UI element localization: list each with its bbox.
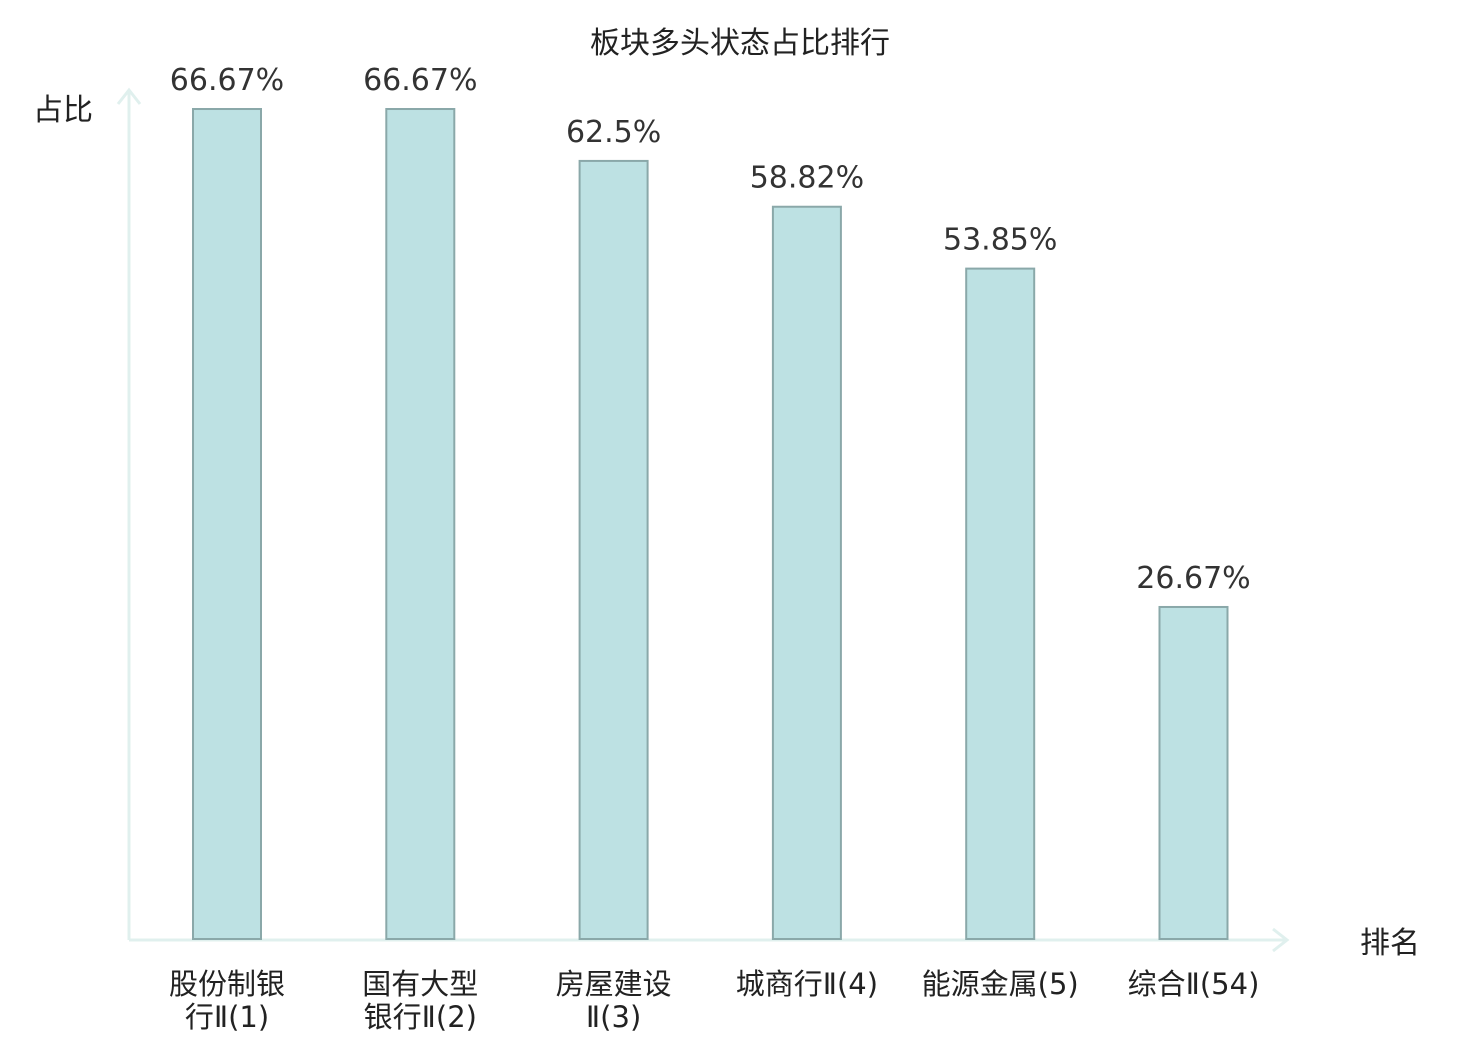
- bar: [965, 267, 1036, 941]
- category-label: 国有大型: [362, 967, 478, 1001]
- category-label: 股份制银: [169, 967, 285, 1001]
- x-axis-label: 排名: [1360, 926, 1420, 961]
- bar: [192, 108, 262, 940]
- y-axis-label: 占比: [33, 93, 93, 128]
- category-label: Ⅱ(3): [586, 1000, 641, 1034]
- bar-value-label: 66.67%: [363, 63, 477, 98]
- bar-value-label: 26.67%: [1136, 561, 1250, 596]
- bar-value-label: 66.67%: [170, 63, 284, 98]
- bar: [771, 205, 842, 940]
- category-label: 城商行Ⅱ(4): [736, 967, 878, 1001]
- category-label: 银行Ⅱ(2): [364, 1000, 477, 1034]
- category-label: 行Ⅱ(1): [185, 1000, 269, 1034]
- category-label: 能源金属(5): [922, 967, 1079, 1001]
- bar: [1158, 605, 1229, 941]
- x-axis-arrow: [1272, 927, 1290, 953]
- bar-value-label: 62.5%: [566, 115, 661, 150]
- bar: [385, 108, 456, 940]
- chart-title: 板块多头状态占比排行: [590, 26, 890, 61]
- bar-value-label: 53.85%: [943, 223, 1057, 258]
- bar: [578, 159, 649, 940]
- y-axis-arrow: [116, 87, 142, 105]
- category-label: 房屋建设: [556, 967, 672, 1001]
- category-label-highlight: 综合Ⅱ(54): [1128, 967, 1260, 1001]
- bar-value-label: 58.82%: [750, 161, 864, 196]
